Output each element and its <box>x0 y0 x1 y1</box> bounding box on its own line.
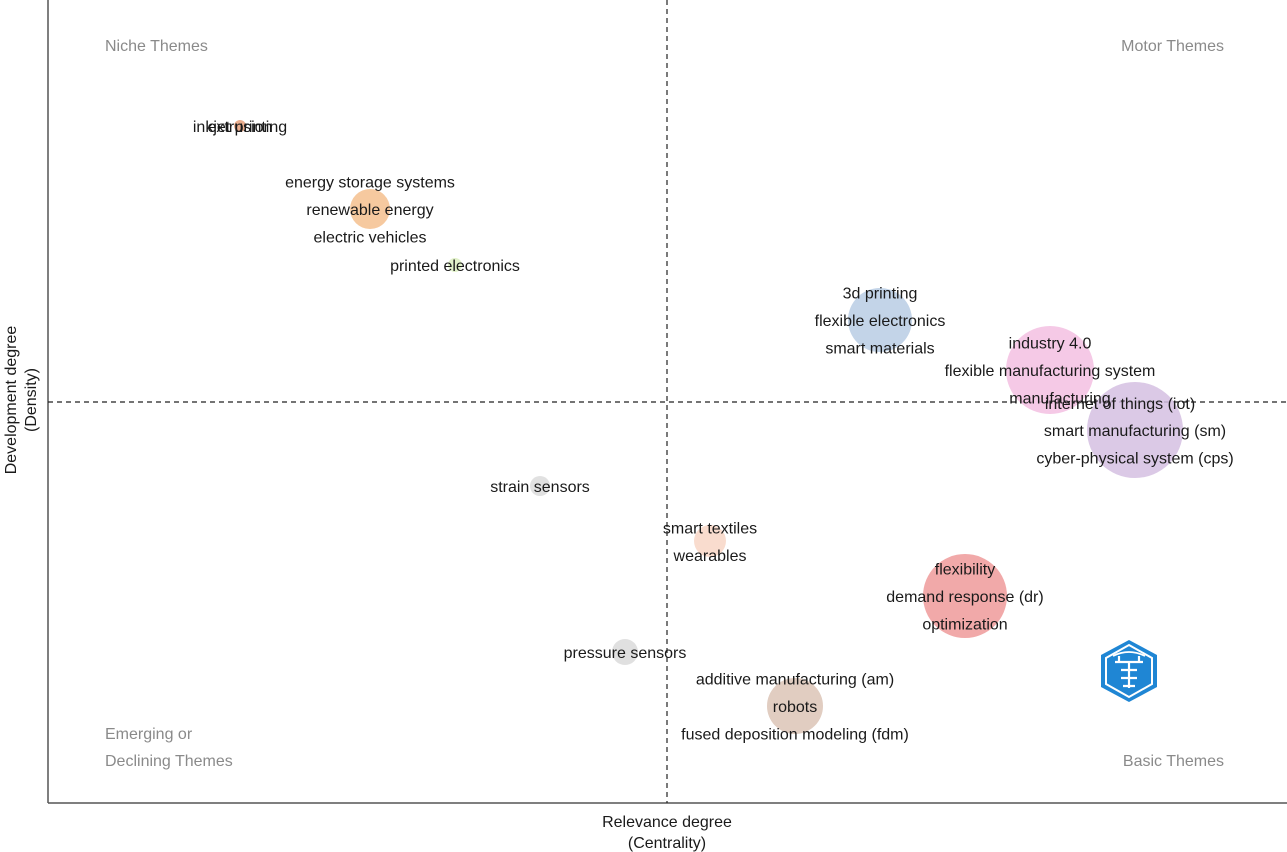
quadrant-label-motor: Motor Themes <box>1121 38 1224 55</box>
cluster-label: fused deposition modeling (fdm) <box>681 727 909 744</box>
cluster-bubble <box>1006 326 1094 414</box>
cluster-label: renewable energy <box>306 202 433 219</box>
cluster-label: industry 4.0 <box>1009 336 1092 353</box>
y-axis-title-2: (Density) <box>23 368 40 432</box>
cluster-label: printed electronics <box>390 258 520 275</box>
cluster-label: electric vehicles <box>314 230 427 247</box>
cluster-bubble <box>923 554 1007 638</box>
y-axis-title-1: Development degree <box>3 326 20 475</box>
cluster-label: inkjet printing <box>193 119 287 136</box>
cluster-bubble <box>448 258 462 272</box>
cluster-label: flexible electronics <box>815 313 946 330</box>
cluster-label: extrusion <box>208 119 273 136</box>
cluster-bubble <box>767 678 823 734</box>
cluster-label: smart manufacturing (sm) <box>1044 423 1226 440</box>
cluster-bubble <box>530 476 550 496</box>
cluster-label: robots <box>773 699 817 716</box>
quadrant-label-emerging-1: Emerging or <box>105 726 193 743</box>
x-axis-title-1: Relevance degree <box>602 814 732 831</box>
cluster-bubble <box>1087 382 1183 478</box>
cluster-label: 3d printing <box>843 286 918 303</box>
cluster-label: pressure sensors <box>564 645 687 662</box>
cluster-bubble <box>612 639 638 665</box>
cluster-bubble <box>848 288 912 352</box>
cluster-bubble <box>694 525 726 557</box>
cluster-label: additive manufacturing (am) <box>696 672 894 689</box>
cluster-label: energy storage systems <box>285 175 455 192</box>
cluster-bubble <box>234 120 246 132</box>
quadrant-label-niche: Niche Themes <box>105 38 208 55</box>
hexagon-logo-icon <box>1101 640 1157 702</box>
cluster-label: wearables <box>673 548 747 565</box>
cluster-label: smart textiles <box>663 520 757 537</box>
quadrant-label-emerging-2: Declining Themes <box>105 753 233 770</box>
cluster-bubble <box>350 189 390 229</box>
cluster-label: manufacturing <box>1009 391 1110 408</box>
cluster-label: cyber-physical system (cps) <box>1036 451 1233 468</box>
x-axis-title-2: (Centrality) <box>628 835 706 852</box>
cluster-label: internet of things (iot) <box>1045 396 1195 413</box>
bubble-layer <box>234 120 1183 734</box>
cluster-label: flexibility <box>935 562 995 579</box>
cluster-label: strain sensors <box>490 479 590 496</box>
cluster-label: smart materials <box>825 341 934 358</box>
cluster-label: flexible manufacturing system <box>945 363 1156 380</box>
cluster-label: demand response (dr) <box>886 589 1043 606</box>
cluster-label: optimization <box>922 617 1007 634</box>
quadrant-label-basic: Basic Themes <box>1123 753 1224 770</box>
